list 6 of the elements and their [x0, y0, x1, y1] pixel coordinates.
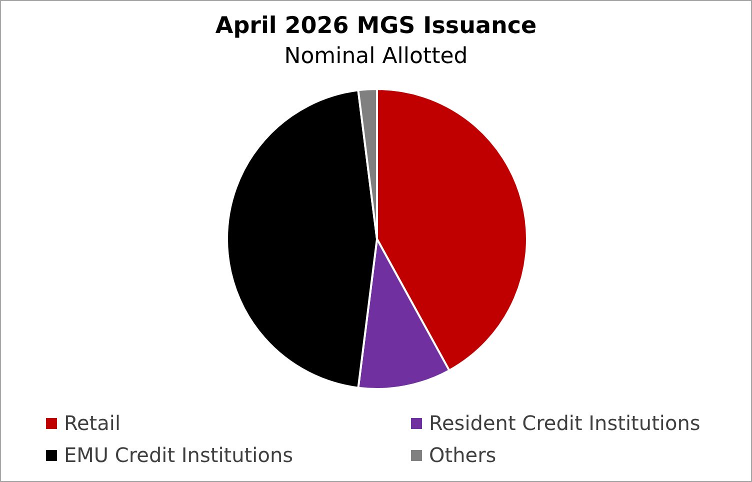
legend-label: Resident Credit Institutions: [429, 411, 700, 435]
chart-title: April 2026 MGS Issuance: [214, 13, 538, 39]
legend-label: Others: [429, 443, 496, 467]
legend-label: EMU Credit Institutions: [64, 443, 294, 467]
legend-label: Retail: [64, 411, 121, 435]
chart-subtitle: Nominal Allotted: [283, 44, 469, 69]
